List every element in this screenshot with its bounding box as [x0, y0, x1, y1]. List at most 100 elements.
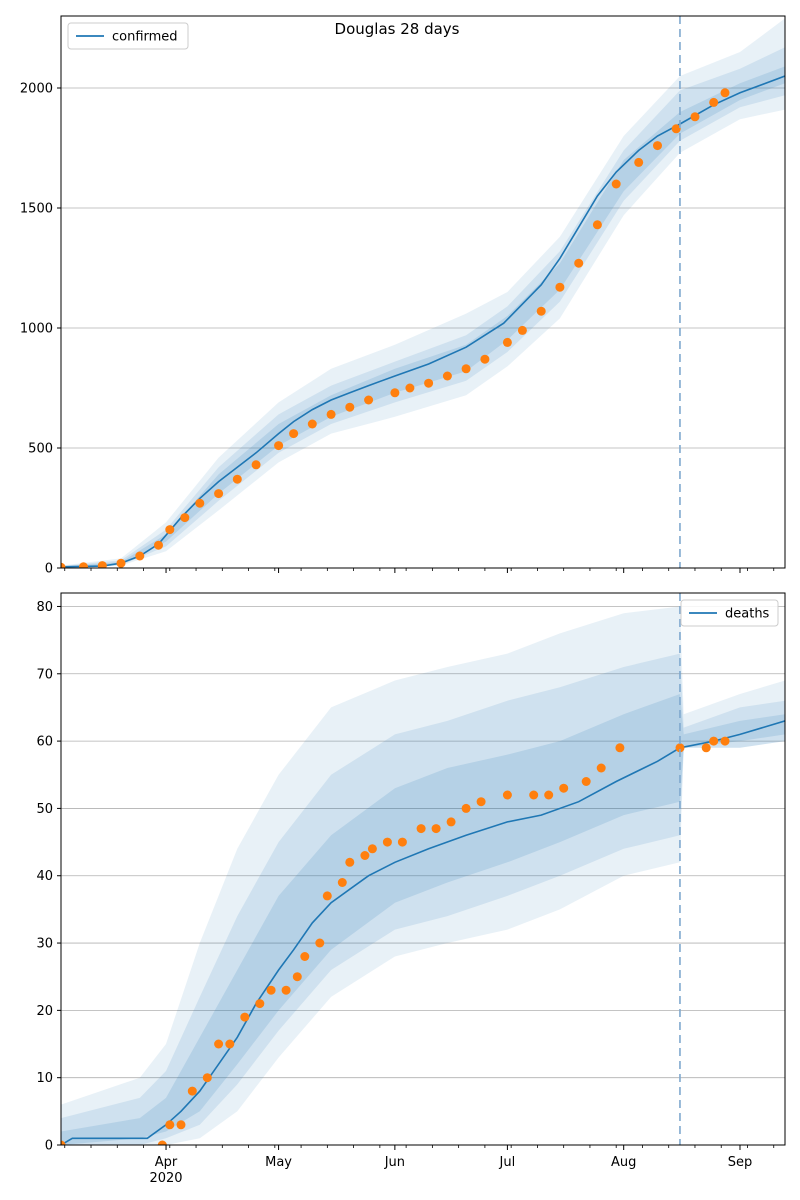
observed-point	[461, 364, 471, 374]
panel-deaths: 0 10 20 30 40 50 60 70 80 deaths Apr May Jun Jul Aug Se…	[36, 592, 786, 1186]
observed-point	[176, 1120, 186, 1130]
x-tick-label: Jun	[384, 1155, 405, 1170]
confidence-band-middle	[61, 653, 785, 1145]
observed-point	[592, 220, 602, 230]
observed-point	[251, 460, 261, 470]
observed-point	[442, 371, 452, 381]
y-tick-label: 70	[36, 667, 53, 682]
observed-point	[360, 851, 370, 860]
observed-point	[517, 325, 527, 335]
observed-point	[367, 844, 377, 854]
model-line	[61, 720, 785, 1145]
observed-point	[281, 985, 291, 995]
x-year-label: 2020	[149, 1171, 182, 1186]
observed-point	[165, 1120, 175, 1130]
observed-point	[315, 938, 325, 948]
y-tick-label: 2000	[20, 82, 53, 97]
observed-point	[431, 824, 441, 834]
x-tick-label: Jul	[499, 1155, 516, 1170]
observed-point	[157, 1140, 167, 1145]
observed-point	[61, 1140, 66, 1145]
observed-point	[405, 383, 415, 393]
observed-point	[544, 790, 554, 800]
observed-point	[345, 402, 355, 412]
observed-point	[424, 378, 434, 388]
legend-box	[680, 599, 779, 627]
observed-point	[476, 797, 486, 807]
observed-point	[326, 409, 336, 419]
confidence-band-outer	[61, 606, 785, 1145]
observed-point	[502, 337, 512, 347]
observed-point	[529, 790, 539, 800]
observed-point	[574, 258, 584, 268]
observed-point	[292, 972, 302, 982]
observed-point	[214, 489, 224, 499]
observed-point	[195, 498, 205, 508]
observed-point	[61, 562, 66, 568]
observed-point	[289, 429, 299, 439]
observed-point	[232, 474, 242, 484]
observed-point	[671, 124, 681, 134]
observed-point	[701, 743, 711, 753]
observed-point	[274, 441, 284, 451]
x-tick-label: May	[265, 1155, 292, 1170]
observed-point	[240, 1012, 250, 1022]
observed-point	[720, 736, 730, 746]
observed-point	[266, 985, 276, 995]
observed-point	[555, 282, 565, 292]
observed-point	[300, 952, 310, 961]
observed-point	[461, 803, 471, 813]
y-tick-label: 0	[45, 562, 53, 577]
observed-point	[653, 141, 662, 151]
observed-point	[307, 419, 317, 429]
observed-point	[397, 837, 407, 847]
observed-point	[116, 558, 126, 568]
observed-point	[345, 857, 355, 867]
plot-area	[61, 18, 785, 568]
legend-box	[67, 22, 189, 50]
observed-point	[709, 736, 719, 746]
observed-point	[180, 513, 190, 523]
observed-point	[364, 395, 374, 405]
y-tick-label: 0	[45, 1139, 53, 1154]
observed-point	[79, 562, 88, 568]
chart-title: Douglas 28 days	[334, 20, 460, 38]
y-tick-label: 1000	[20, 322, 53, 337]
y-tick-label: 50	[36, 802, 53, 817]
confidence-band-inner	[61, 694, 785, 1145]
observed-point	[720, 88, 730, 98]
plot-area	[61, 606, 785, 1145]
observed-point	[416, 824, 426, 834]
observed-point	[255, 999, 265, 1009]
panel-confirmed: 0 500 1000 1500 2000 confirmed	[20, 15, 786, 577]
y-tick-label: 20	[36, 1004, 53, 1019]
legend-label: confirmed	[112, 30, 178, 45]
observed-point	[615, 743, 625, 753]
observed-point	[97, 561, 107, 568]
observed-point	[187, 1086, 197, 1096]
observed-point	[202, 1073, 212, 1083]
observed-point	[154, 540, 163, 550]
observed-point	[214, 1039, 224, 1049]
observed-point	[690, 112, 700, 122]
observed-point	[634, 157, 644, 167]
observed-point	[675, 743, 685, 753]
y-tick-label: 60	[36, 735, 53, 750]
observed-point	[611, 179, 621, 189]
observed-point	[596, 763, 606, 773]
observed-point	[135, 551, 145, 561]
y-tick-label: 10	[36, 1071, 53, 1086]
y-tick-label: 500	[28, 442, 53, 457]
observed-point	[480, 354, 490, 364]
observed-point	[390, 388, 400, 398]
observed-point	[581, 777, 591, 786]
x-tick-label: Aug	[611, 1155, 636, 1170]
observed-point	[502, 790, 512, 800]
observed-point	[559, 783, 569, 793]
axes-frame	[60, 15, 786, 569]
observed-point	[337, 878, 347, 887]
observed-point	[225, 1039, 235, 1049]
observed-point	[165, 525, 175, 535]
observed-point	[709, 97, 719, 107]
x-tick-label: Sep	[728, 1155, 753, 1170]
